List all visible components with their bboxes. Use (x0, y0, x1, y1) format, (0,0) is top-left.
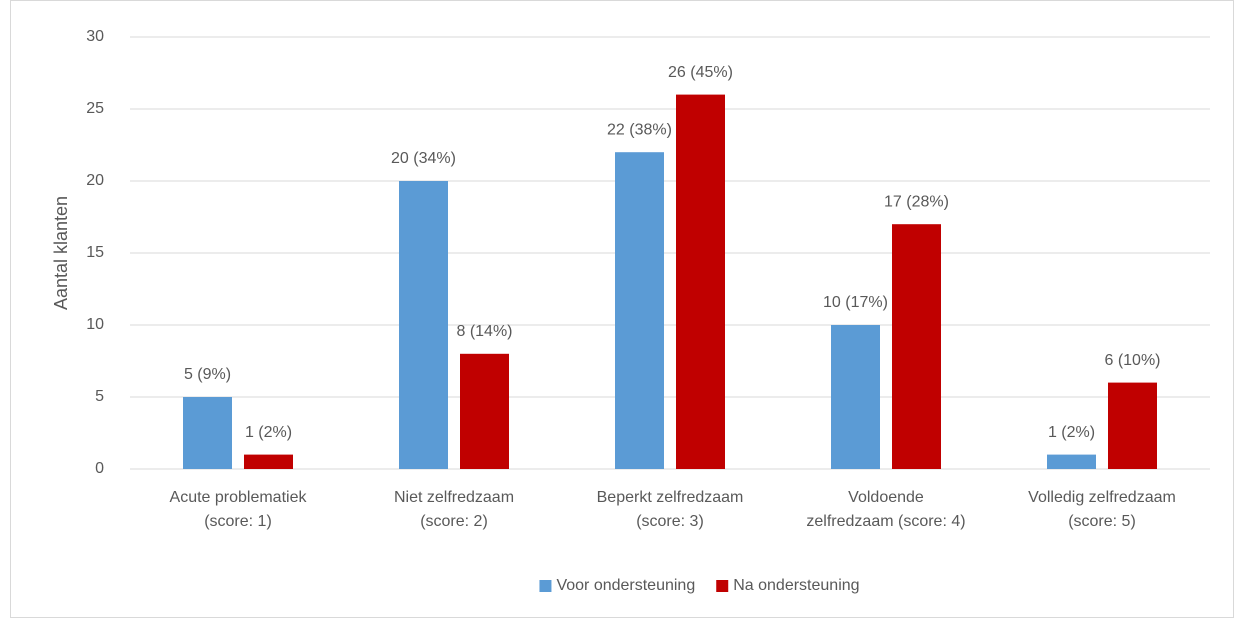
y-tick-label: 5 (95, 388, 104, 405)
y-tick-label: 10 (86, 316, 104, 333)
legend-swatch (539, 580, 552, 592)
x-tick-label: (score: 1) (204, 513, 272, 530)
legend-swatch (716, 580, 729, 592)
bar (676, 94, 725, 469)
x-tick-label: (score: 3) (636, 513, 704, 530)
legend-label: Na ondersteuning (733, 577, 859, 594)
y-tick-label: 15 (86, 244, 104, 261)
bar (399, 181, 448, 469)
value-label: 5 (9%) (184, 366, 231, 383)
bar (183, 397, 232, 469)
bar (1108, 382, 1157, 469)
value-label: 1 (2%) (1048, 424, 1095, 441)
value-label: 8 (14%) (456, 323, 512, 340)
bar (460, 353, 509, 469)
x-tick-label: (score: 5) (1068, 513, 1136, 530)
value-label: 10 (17%) (823, 294, 888, 311)
value-label: 1 (2%) (245, 424, 292, 441)
bar (244, 454, 293, 469)
legend-label: Voor ondersteuning (556, 577, 695, 594)
value-label: 20 (34%) (391, 150, 456, 167)
bar (1047, 454, 1096, 469)
x-tick-label: zelfredzaam (score: 4) (806, 513, 965, 530)
y-tick-label: 25 (86, 100, 104, 117)
y-tick-label: 0 (95, 460, 104, 477)
bar (831, 325, 880, 469)
y-tick-label: 30 (86, 28, 104, 45)
y-tick-label: 20 (86, 172, 104, 189)
x-tick-label: Voldoende (848, 489, 924, 506)
value-label: 6 (10%) (1104, 352, 1160, 369)
x-tick-label: Niet zelfredzaam (394, 489, 514, 506)
value-label: 26 (45%) (668, 64, 733, 81)
x-tick-label: Acute problematiek (170, 489, 308, 506)
value-label: 17 (28%) (884, 193, 949, 210)
value-label: 22 (38%) (607, 121, 672, 138)
x-tick-label: Beperkt zelfredzaam (597, 489, 744, 506)
x-tick-label: Volledig zelfredzaam (1028, 489, 1176, 506)
bar (615, 152, 664, 469)
x-tick-label: (score: 2) (420, 513, 488, 530)
y-axis-label: Aantal klanten (51, 196, 71, 310)
bar (892, 224, 941, 469)
